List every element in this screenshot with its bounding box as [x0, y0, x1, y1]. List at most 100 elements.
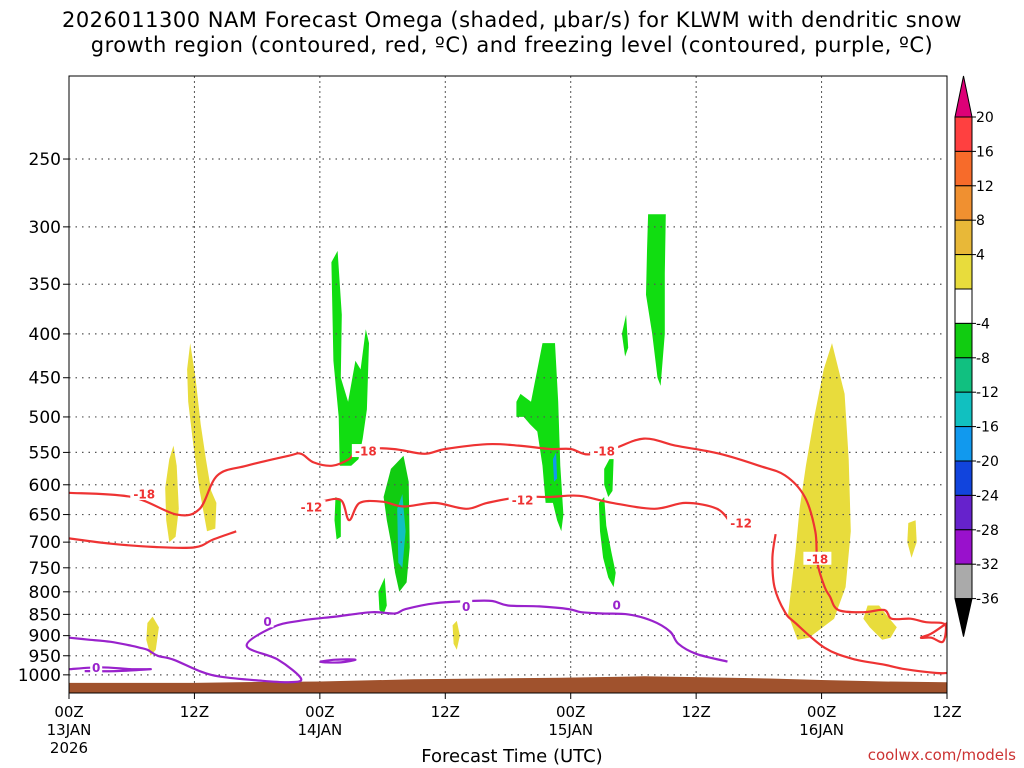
colorbar: 20 16 12 8 4 -4 -8 -12 -16 -20 -24 -28 -32 -36 [954, 75, 999, 637]
credit-link[interactable]: coolwx.com/models [867, 746, 1016, 764]
y-tick-label-700: 700 [29, 533, 61, 553]
y-tick-label-300: 300 [29, 218, 61, 238]
omega-region-sinking-7 [863, 605, 897, 640]
chart-title-line-2: growth region (contoured, red, ºC) and f… [90, 33, 934, 57]
y-tick-label-650: 650 [29, 506, 61, 526]
x-tick-date-48: 15JAN [548, 721, 593, 739]
colorbar-bin-3 [954, 185, 973, 221]
omega-region-rising-5 [378, 577, 387, 615]
omega-region-rising-11 [646, 214, 666, 386]
ground-layer [69, 676, 947, 693]
contour-label-bg-dgz-minus18-upper-3 [803, 551, 832, 565]
chart-title-line-1: 2026011300 NAM Forecast Omega (shaded, μ… [61, 8, 963, 32]
omega-region-rising-2 [334, 497, 341, 540]
y-tick-label-350: 350 [29, 275, 61, 295]
colorbar-label-10: -24 [976, 488, 999, 504]
contour-freezing-0-left [69, 666, 152, 673]
y-tick-label-900: 900 [29, 627, 61, 647]
colorbar-bin-12 [954, 494, 973, 531]
colorbar-bin-6 [954, 288, 973, 324]
colorbar-label-1: 16 [976, 144, 994, 160]
x-tick-label-12: 12Z [180, 703, 209, 721]
contour-label-freezing-0-1: 0 [462, 600, 470, 614]
colorbar-top-arrow [954, 75, 973, 118]
y-tick-label-250: 250 [29, 150, 61, 170]
ground-fill [69, 676, 947, 693]
contour-label-bg-dgz-minus12-2 [727, 516, 756, 530]
contour-label-dgz-minus12-2: -12 [730, 517, 752, 531]
omega-region-sinking-4 [452, 620, 460, 650]
contour-label-freezing-0-left-0: 0 [92, 661, 100, 675]
colorbar-bin-14 [954, 563, 973, 600]
colorbar-label-4: 4 [976, 248, 985, 264]
contour-label-bg-freezing-0-2 [610, 598, 623, 612]
colorbar-bin-7 [954, 322, 973, 359]
contour-label-freezing-0-2: 0 [613, 599, 621, 613]
y-tick-label-1000: 1000 [18, 666, 61, 686]
x-tick-label-0: 00Z [54, 703, 83, 721]
colorbar-bin-11 [954, 460, 973, 496]
omega-region-rising-8 [604, 459, 614, 497]
contour-dgz-minus18-lower [69, 530, 237, 550]
x-tick-label-72: 00Z [807, 703, 836, 721]
x-tick-label-48: 00Z [556, 703, 585, 721]
colorbar-bin-2 [954, 150, 973, 187]
colorbar-label-2: 12 [976, 179, 994, 195]
y-tick-label-450: 450 [29, 369, 61, 389]
contour-label-bg-freezing-0-left-0 [90, 660, 103, 674]
omega-region-rising-3 [383, 455, 410, 592]
contour-label-bg-dgz-minus12-0 [297, 500, 326, 514]
omega-region-sinking-3 [146, 616, 159, 656]
y-tick-label-800: 800 [29, 583, 61, 603]
contour-label-dgz-minus18-upper-3: -18 [807, 552, 829, 566]
colorbar-label-0: 20 [976, 110, 994, 126]
contour-label-dgz-minus12-0: -12 [301, 501, 323, 515]
contour-dgz-lower-right [771, 533, 947, 675]
contour-label-bg-dgz-minus12-1 [508, 492, 537, 506]
colorbar-bin-8 [954, 357, 973, 393]
x-tick-label-36: 12Z [431, 703, 460, 721]
contour-freezing-0-blob [319, 658, 357, 664]
y-tick-label-500: 500 [29, 408, 61, 428]
y-tick-label-600: 600 [29, 476, 61, 496]
colorbar-bottom-arrow [954, 598, 973, 637]
x-tick-date-0: 13JAN [47, 721, 92, 739]
colorbar-label-11: -28 [976, 523, 999, 539]
x-tick-label-84: 12Z [932, 703, 961, 721]
y-tick-label-400: 400 [29, 325, 61, 345]
contour-label-bg-dgz-minus18-upper-0 [130, 486, 159, 500]
x-tick-year-0: 2026 [50, 739, 88, 757]
colorbar-label-8: -16 [976, 420, 999, 436]
y-tick-label-950: 950 [29, 647, 61, 667]
colorbar-label-12: -32 [976, 557, 999, 573]
colorbar-label-3: 8 [976, 213, 985, 229]
omega-region-sinking-1 [165, 445, 179, 543]
colorbar-bin-10 [954, 426, 973, 462]
contour-label-dgz-minus12-1: -12 [512, 493, 534, 507]
omega-region-rising-10 [621, 314, 629, 357]
colorbar-label-6: -8 [976, 351, 990, 367]
x-tick-label-24: 00Z [305, 703, 334, 721]
omega-shading-layer [146, 214, 947, 656]
x-tick-date-24: 14JAN [297, 721, 342, 739]
contour-layer [69, 437, 947, 684]
contour-label-bg-dgz-minus18-upper-2 [590, 444, 619, 458]
x-axis-title: Forecast Time (UTC) [421, 746, 603, 767]
y-tick-label-750: 750 [29, 559, 61, 579]
colorbar-bin-13 [954, 529, 973, 565]
contour-label-freezing-0-0: 0 [263, 615, 271, 629]
contour-label-bg-freezing-0-0 [261, 614, 274, 628]
omega-region-rising-7 [552, 452, 558, 482]
omega-region-rising-9 [598, 497, 616, 588]
plot-frame [68, 75, 948, 694]
colorbar-label-5: -4 [976, 316, 990, 332]
omega-region-sinking-5 [788, 343, 851, 640]
contour-label-dgz-minus18-upper-1: -18 [355, 445, 377, 459]
omega-region-rising-1 [331, 250, 369, 466]
colorbar-bin-1 [954, 116, 973, 152]
omega-region-sinking-2 [187, 343, 217, 532]
colorbar-bin-4 [954, 219, 973, 256]
contour-label-bg-freezing-0-1 [460, 599, 473, 613]
contour-label-layer: -18 -18 -18 -18 -12 -12 -12 0 0 0 0 [90, 444, 832, 675]
